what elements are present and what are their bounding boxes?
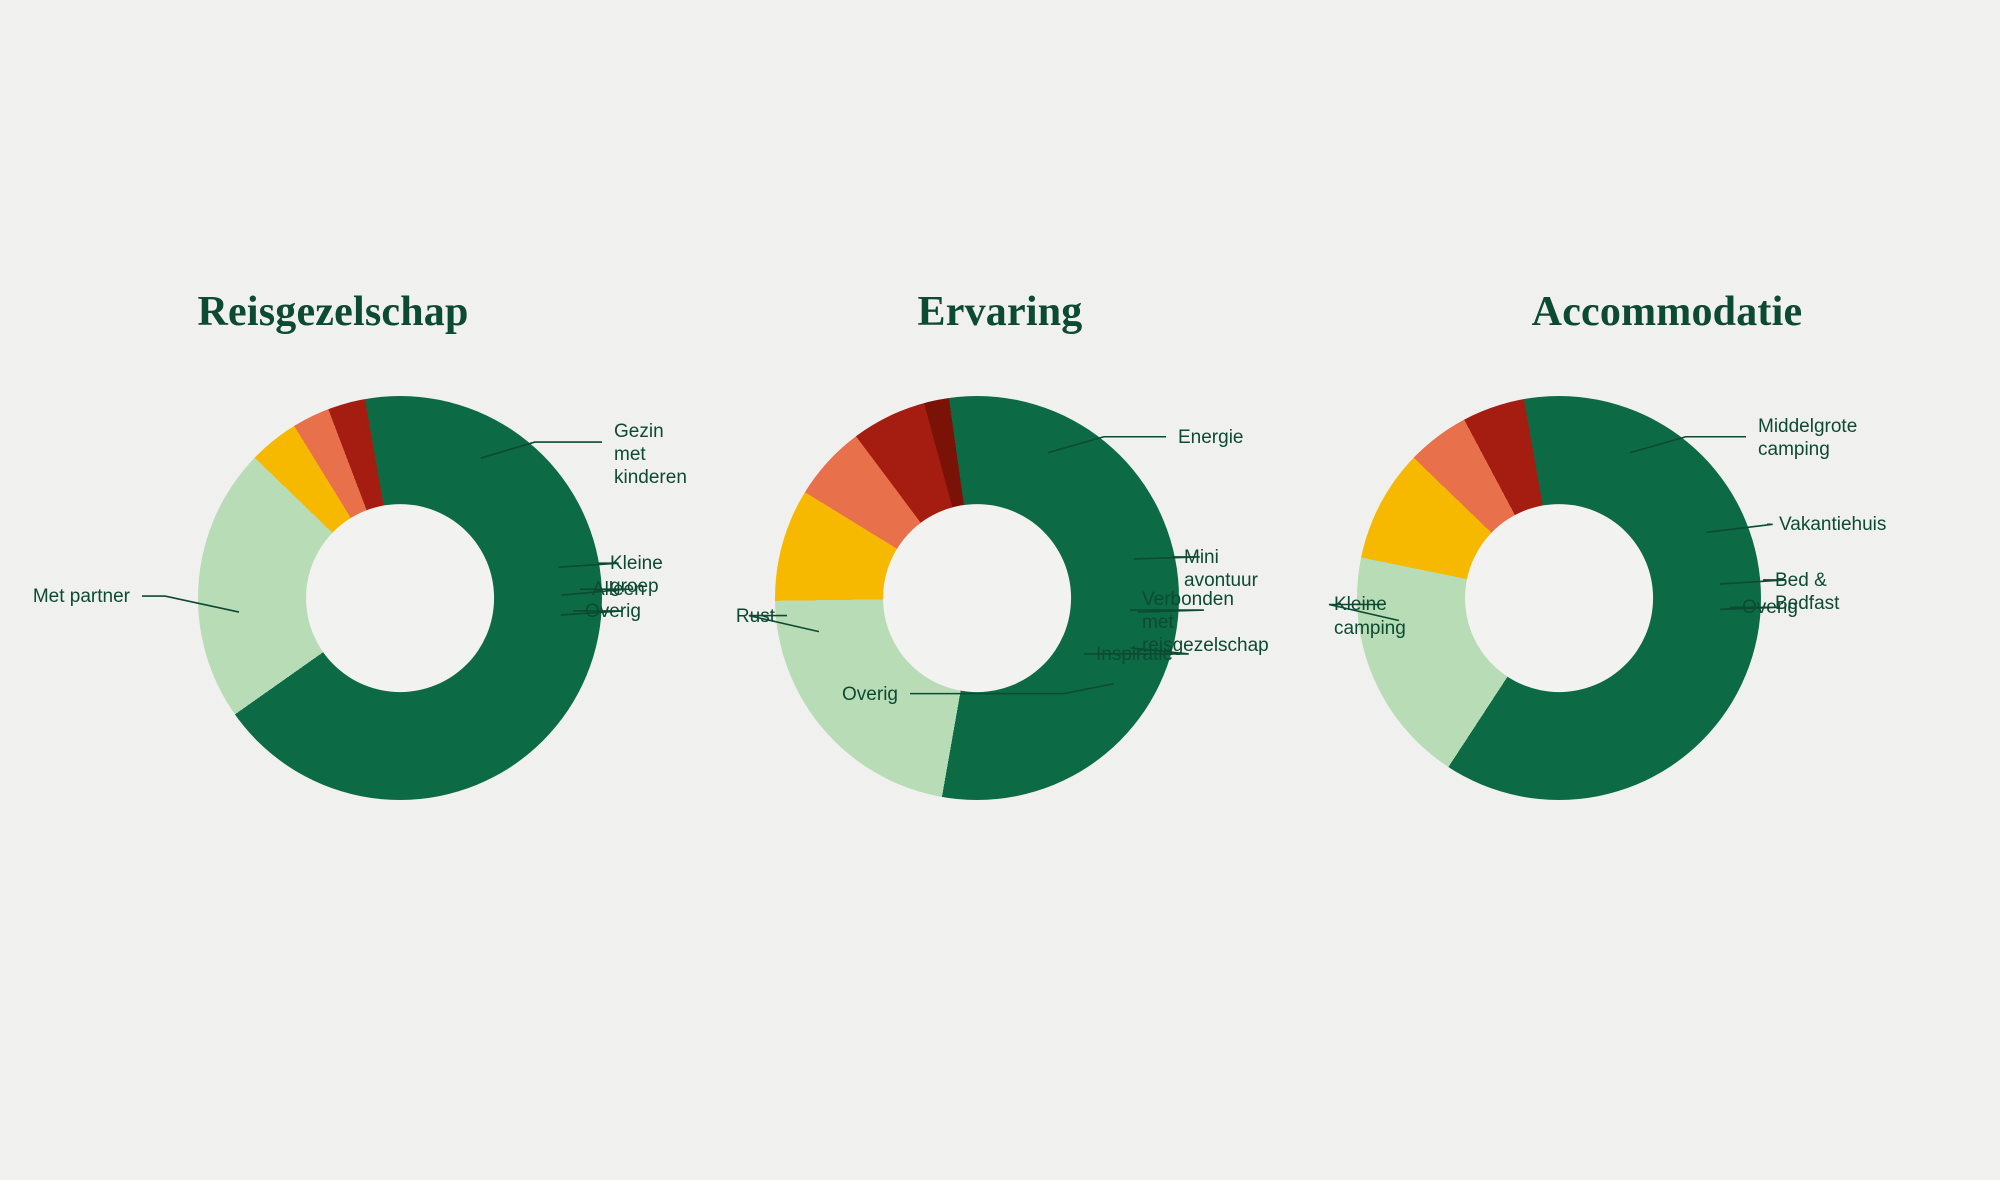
donut-ring-3	[1357, 396, 1761, 800]
donut-wrap-2	[775, 396, 1179, 800]
chart-panel-accommodatie: Accommodatie Kleine camping Middelgrote c…	[1328, 0, 2000, 1180]
slice-label-1-1: Met partner	[32, 586, 130, 608]
chart-title-1: Reisgezelschap	[197, 289, 469, 335]
slice-label-3-2: Middelgrote camping	[1758, 415, 1858, 460]
donut-hole-2	[883, 504, 1071, 692]
chart-panel-ervaring: Ervaring Rust Energie Mini avontuur Verbond…	[667, 0, 1333, 1180]
slice-label-2-3: Mini avontuur	[1184, 546, 1258, 592]
slice-label-2-1: Rust	[735, 605, 775, 627]
donut-wrap-3	[1357, 396, 1761, 800]
slice-label-3-4: Bed & Bedfast	[1775, 569, 1840, 615]
chart-title-3: Accommodatie	[1531, 289, 1803, 335]
donut-hole-1	[306, 504, 494, 692]
donut-ring-2	[775, 396, 1179, 800]
donut-wrap-1	[198, 396, 602, 800]
donut-hole-3	[1465, 504, 1653, 692]
chart-panel-reisgezelschap: Reisgezelschap Met partner Gezin met kind…	[0, 0, 687, 1180]
slice-label-2-2: Energie	[1178, 426, 1244, 448]
donut-ring-1	[198, 396, 602, 800]
slice-label-1-3: Kleine groep	[610, 553, 663, 598]
slice-label-3-3: Vakantiehuis	[1779, 514, 1887, 536]
chart-title-2: Ervaring	[917, 289, 1083, 335]
